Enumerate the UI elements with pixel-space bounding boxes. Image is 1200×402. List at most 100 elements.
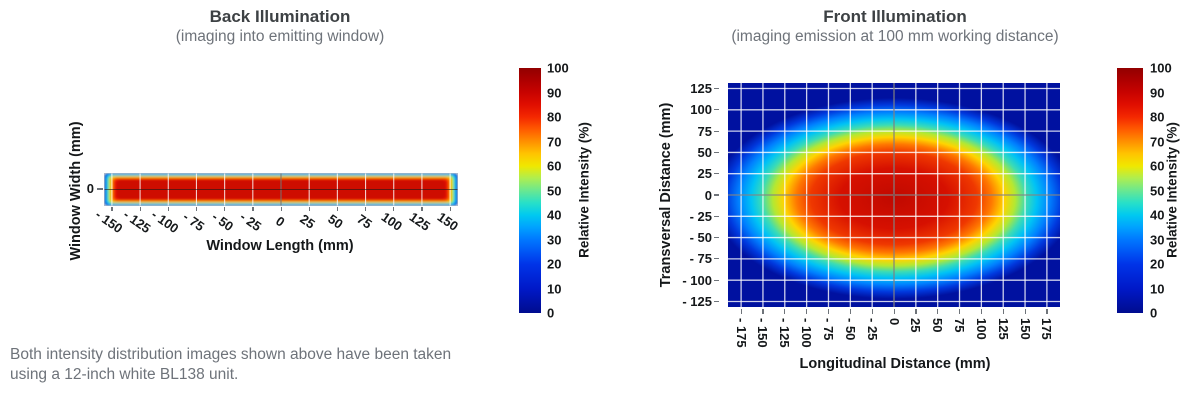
back-subtitle: (imaging into emitting window) (175, 28, 385, 45)
x-tick-mark (167, 207, 169, 211)
x-tick-mark (280, 207, 282, 211)
x-tick-label: 50 (930, 318, 946, 333)
x-tick-mark (421, 207, 423, 211)
front-subtitle: (imaging emission at 100 mm working dist… (731, 28, 1059, 45)
back-colorbar (519, 68, 541, 313)
x-tick-label: - 175 (733, 318, 749, 348)
colorbar-tick-label: 60 (547, 158, 562, 174)
x-tick-label: 75 (952, 318, 968, 333)
front-heatmap (728, 83, 1060, 307)
x-tick-mark (195, 207, 198, 211)
x-tick-label: - 50 (842, 318, 858, 341)
colorbar-tick-label: 100 (1150, 60, 1172, 76)
x-tick-mark (915, 309, 917, 314)
x-tick-mark (224, 207, 226, 211)
y-tick-mark (714, 151, 719, 153)
front-colorbar-label: Relative Intensity (%) (1164, 122, 1180, 258)
colorbar-tick-label: 0 (1150, 305, 1158, 321)
y-tick-label: 75 (697, 123, 712, 139)
colorbar-tick-label: 90 (1150, 85, 1165, 100)
y-tick-mark (714, 300, 719, 303)
colorbar-tick-label: 60 (1150, 158, 1165, 174)
x-tick-mark (111, 207, 113, 211)
back-y-tick-label: 0 (86, 181, 94, 196)
y-tick-label: 50 (697, 144, 712, 160)
back-x-tick-labels: - 150- 125- 100- 75- 50- 25 0 25 50 75 100 125… (92, 206, 462, 251)
colorbar-tick-label: 10 (547, 281, 562, 296)
y-tick-label: 0 (704, 187, 712, 203)
x-tick-label: 75 (353, 211, 375, 232)
x-tick-mark (806, 309, 808, 314)
front-x-tick-labels: - 175 - 150 - 125 - 100 - 75 - 50 - 25 0 25 50 75 1… (728, 307, 1060, 357)
x-tick-label: 125 (995, 318, 1011, 340)
x-tick-mark (393, 207, 395, 211)
back-colorbar-ticks: 0 10 20 30 40 50 60 70 80 90 100 (547, 61, 587, 321)
colorbar-tick-label: 50 (1150, 183, 1165, 198)
x-tick-mark (740, 309, 742, 314)
x-tick-label: - 150 (92, 206, 126, 237)
y-tick-mark (714, 215, 719, 217)
x-tick-mark (139, 207, 141, 211)
x-tick-label: 0 (273, 213, 288, 230)
x-tick-mark (365, 207, 367, 211)
x-tick-label: - 100 (799, 318, 815, 348)
colorbar-tick-label: 0 (547, 305, 555, 321)
colorbar-tick-label: 90 (547, 85, 562, 100)
y-tick-mark (714, 87, 719, 90)
y-tick-label: 25 (697, 166, 712, 182)
x-tick-label: 100 (378, 209, 405, 234)
front-colorbar-ticks: 0 10 20 30 40 50 60 70 80 90 100 (1150, 61, 1190, 321)
colorbar-tick-label: 20 (1150, 256, 1165, 272)
x-tick-mark (980, 309, 983, 314)
y-tick-label: - 100 (682, 272, 712, 288)
x-tick-label: - 25 (864, 318, 880, 341)
y-tick-label: - 25 (689, 208, 712, 224)
x-tick-label: 25 (908, 318, 924, 333)
x-tick-label: 100 (973, 318, 989, 340)
x-tick-label: - 150 (755, 318, 771, 348)
y-tick-mark (714, 194, 719, 196)
y-tick-label: - 50 (689, 230, 712, 246)
x-tick-mark (849, 309, 851, 314)
y-tick-label: - 125 (682, 293, 712, 309)
x-tick-label: - 125 (777, 318, 793, 348)
x-tick-label: 175 (1039, 318, 1055, 340)
y-tick-mark (714, 279, 719, 281)
colorbar-tick-label: 10 (1150, 281, 1165, 296)
colorbar-tick-label: 40 (1150, 207, 1165, 223)
colorbar-tick-label: 70 (547, 134, 562, 149)
back-heatmap (104, 173, 458, 206)
x-tick-label: 150 (1017, 318, 1033, 340)
caption-line-2: using a 12-inch white BL138 unit. (10, 366, 239, 384)
x-tick-mark (1002, 309, 1004, 314)
colorbar-tick-label: 40 (547, 207, 562, 223)
x-tick-label: 50 (325, 211, 347, 232)
x-tick-mark (937, 309, 939, 314)
x-tick-mark (784, 309, 786, 314)
front-gridlines (728, 83, 1060, 307)
x-tick-label: - 125 (120, 206, 154, 237)
front-colorbar (1117, 68, 1143, 313)
front-y-tick-labels: 125 100 75 50 25 0 - 25 - 50 - 75 - 100 - 125 (645, 82, 720, 309)
x-tick-label: - 75 (180, 208, 208, 235)
back-x-axis-label: Window Length (mm) (206, 238, 354, 254)
front-title: Front Illumination (823, 7, 967, 26)
back-gridlines (104, 173, 458, 206)
back-title: Back Illumination (209, 7, 351, 26)
x-tick-mark (1024, 309, 1026, 314)
x-tick-label: 125 (406, 209, 433, 234)
colorbar-tick-label: 70 (1150, 134, 1165, 149)
colorbar-tick-label: 30 (547, 232, 562, 247)
x-tick-label: 25 (297, 211, 318, 232)
x-tick-mark (308, 207, 310, 211)
back-y-tick-mark (97, 188, 103, 190)
x-tick-label: 150 (434, 209, 462, 234)
x-tick-mark (827, 309, 830, 314)
x-tick-label: 0 (886, 318, 902, 326)
colorbar-tick-label: 100 (547, 60, 569, 76)
x-tick-mark (871, 309, 873, 314)
x-tick-label: - 25 (237, 208, 265, 235)
x-tick-mark (449, 207, 451, 211)
colorbar-tick-label: 30 (1150, 232, 1165, 247)
